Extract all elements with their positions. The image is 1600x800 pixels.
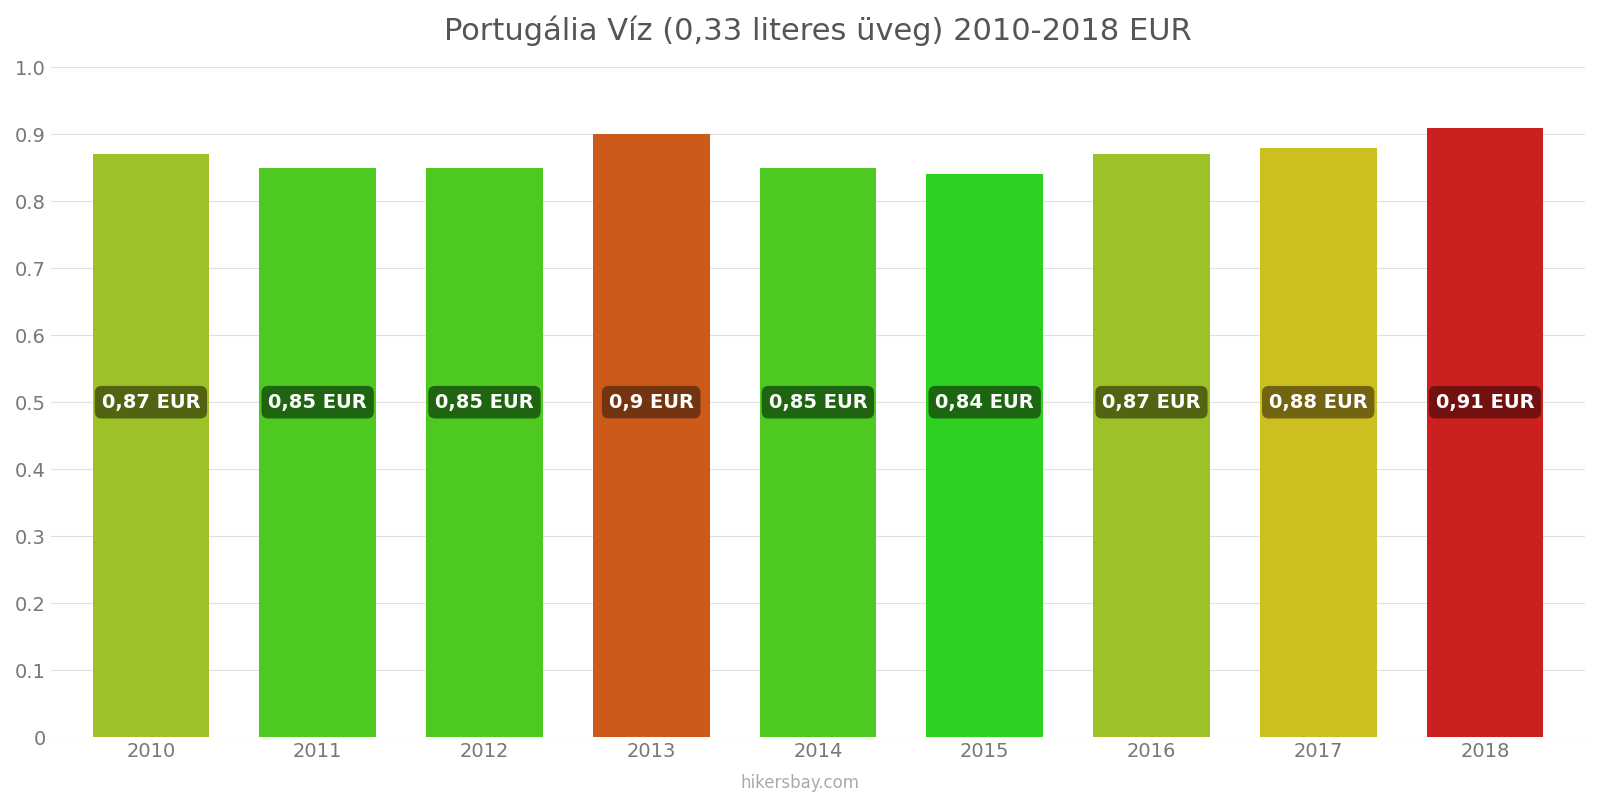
Text: 0,87 EUR: 0,87 EUR xyxy=(102,393,200,412)
Text: 0,85 EUR: 0,85 EUR xyxy=(435,393,534,412)
Title: Portugália Víz (0,33 literes üveg) 2010-2018 EUR: Portugália Víz (0,33 literes üveg) 2010-… xyxy=(445,15,1192,46)
Bar xyxy=(760,168,877,737)
Text: 0,87 EUR: 0,87 EUR xyxy=(1102,393,1200,412)
Text: 0,9 EUR: 0,9 EUR xyxy=(608,393,694,412)
Bar xyxy=(1259,148,1376,737)
Text: 0,88 EUR: 0,88 EUR xyxy=(1269,393,1368,412)
Text: 0,91 EUR: 0,91 EUR xyxy=(1435,393,1534,412)
Bar xyxy=(926,174,1043,737)
Bar xyxy=(259,168,376,737)
Bar xyxy=(426,168,542,737)
Bar xyxy=(594,134,709,737)
Text: 0,85 EUR: 0,85 EUR xyxy=(768,393,867,412)
Bar xyxy=(1093,154,1210,737)
Bar xyxy=(93,154,210,737)
Text: 0,84 EUR: 0,84 EUR xyxy=(936,393,1034,412)
Text: 0,85 EUR: 0,85 EUR xyxy=(269,393,366,412)
Bar xyxy=(1427,127,1544,737)
Text: hikersbay.com: hikersbay.com xyxy=(741,774,859,792)
